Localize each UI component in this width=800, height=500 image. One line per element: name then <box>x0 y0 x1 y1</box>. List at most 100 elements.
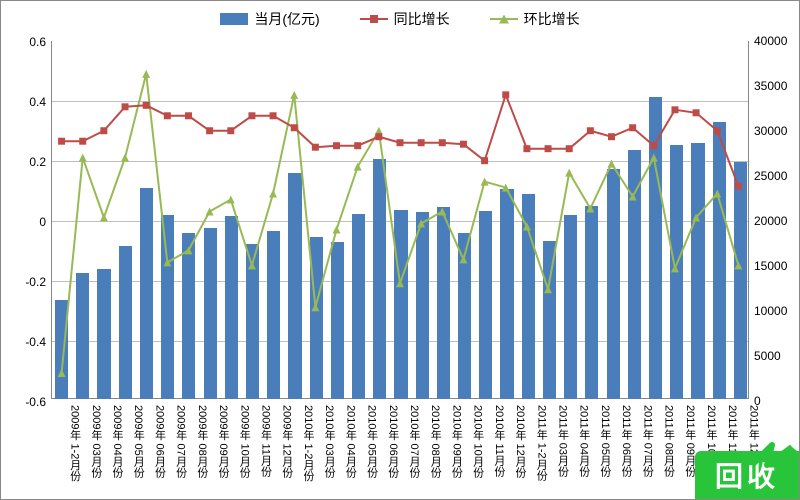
marker-square-icon <box>545 145 552 152</box>
marker-square-icon <box>481 157 488 164</box>
marker-triangle-icon <box>290 91 298 99</box>
y-left-tick-label: 0.6 <box>29 35 52 49</box>
legend-swatch-triangle-icon <box>490 18 518 20</box>
marker-triangle-icon <box>79 154 87 162</box>
marker-triangle-icon <box>417 219 425 227</box>
legend-item-red: 同比增长 <box>360 9 450 29</box>
marker-triangle-icon <box>100 214 108 222</box>
legend-swatch-square-icon <box>360 18 388 20</box>
marker-triangle-icon <box>459 255 467 263</box>
marker-square-icon <box>248 112 255 119</box>
marker-square-icon <box>375 133 382 140</box>
marker-square-icon <box>100 127 107 134</box>
marker-square-icon <box>185 112 192 119</box>
x-tick-label: 2011年 1-2月份 <box>533 405 549 481</box>
watermark-badge: 回收 <box>695 451 799 499</box>
marker-triangle-icon <box>396 279 404 287</box>
x-tick-label: 2010年 1-2月份 <box>300 405 316 481</box>
chart-container: 当月(亿元) 同比增长 环比增长 -0.6-0.4-0.200.20.40.60… <box>0 0 800 500</box>
marker-triangle-icon <box>142 70 150 78</box>
marker-triangle-icon <box>333 225 341 233</box>
marker-triangle-icon <box>713 190 721 198</box>
x-tick-label: 2011年 05月份 <box>597 405 613 477</box>
x-tick-label: 2010年 08月份 <box>427 405 443 478</box>
marker-square-icon <box>58 138 65 145</box>
marker-square-icon <box>439 139 446 146</box>
y-right-tick-label: 15000 <box>748 259 787 273</box>
marker-square-icon <box>523 145 530 152</box>
marker-square-icon <box>418 139 425 146</box>
marker-square-icon <box>227 127 234 134</box>
legend: 当月(亿元) 同比增长 环比增长 <box>1 9 799 29</box>
y-left-tick-label: -0.2 <box>25 275 52 289</box>
x-tick-label: 2009年 09月份 <box>215 405 231 478</box>
line-layer <box>51 41 749 400</box>
x-tick-label: 2010年 09月份 <box>448 405 464 478</box>
marker-triangle-icon <box>184 246 192 254</box>
x-tick-label: 2009年 06月份 <box>151 405 167 478</box>
x-tick-label: 2009年 08月份 <box>194 405 210 478</box>
marker-triangle-icon <box>269 190 277 198</box>
legend-item-green: 环比增长 <box>490 9 580 29</box>
marker-square-icon <box>122 103 129 110</box>
legend-label-bar: 当月(亿元) <box>254 9 319 29</box>
legend-label-green: 环比增长 <box>524 9 580 29</box>
marker-square-icon <box>333 142 340 149</box>
x-tick-label: 2009年 03月份 <box>88 405 104 478</box>
marker-square-icon <box>397 139 404 146</box>
marker-square-icon <box>587 127 594 134</box>
marker-triangle-icon <box>734 261 742 269</box>
marker-square-icon <box>714 127 721 134</box>
marker-square-icon <box>650 142 657 149</box>
x-tick-label: 2010年 10月份 <box>470 405 486 478</box>
y-right-tick-label: 25000 <box>748 169 787 183</box>
x-tick-label: 2011年 03月份 <box>554 405 570 477</box>
x-axis-labels: 2009年 1-2月份2009年 03月份2009年 04月份2009年 05月… <box>51 401 749 499</box>
x-tick-label: 2011年 06月份 <box>618 405 634 477</box>
marker-square-icon <box>566 145 573 152</box>
marker-square-icon <box>143 102 150 109</box>
marker-square-icon <box>79 138 86 145</box>
marker-triangle-icon <box>311 303 319 311</box>
x-tick-label: 2010年 06月份 <box>385 405 401 478</box>
x-tick-label: 2010年 12月份 <box>512 405 528 478</box>
x-tick-label: 2009年 07月份 <box>173 405 189 478</box>
marker-triangle-icon <box>206 208 214 216</box>
x-tick-label: 2011年 04月份 <box>576 405 592 477</box>
x-tick-label: 2010年 03月份 <box>321 405 337 478</box>
marker-square-icon <box>502 91 509 98</box>
marker-triangle-icon <box>565 169 573 177</box>
y-left-tick-label: -0.4 <box>25 335 52 349</box>
x-tick-label: 2009年 11月份 <box>258 405 274 477</box>
marker-square-icon <box>693 109 700 116</box>
marker-square-icon <box>735 183 742 190</box>
marker-triangle-icon <box>438 208 446 216</box>
marker-triangle-icon <box>163 258 171 266</box>
y-left-tick-label: -0.6 <box>25 395 52 409</box>
y-right-tick-label: 40000 <box>748 34 787 48</box>
marker-square-icon <box>608 133 615 140</box>
y-left-tick-label: 0.4 <box>29 95 52 109</box>
marker-square-icon <box>460 141 467 148</box>
marker-triangle-icon <box>671 264 679 272</box>
marker-triangle-icon <box>121 154 129 162</box>
marker-triangle-icon <box>523 222 531 230</box>
marker-square-icon <box>671 106 678 113</box>
y-left-tick-label: 0.2 <box>29 155 52 169</box>
marker-square-icon <box>354 142 361 149</box>
recycle-arrow-icon <box>747 435 800 475</box>
y-right-tick-label: 5000 <box>748 349 781 363</box>
y-right-tick-label: 10000 <box>748 304 787 318</box>
legend-swatch-bar <box>220 13 248 25</box>
series-line <box>62 74 739 373</box>
marker-square-icon <box>291 124 298 131</box>
y-right-tick-label: 20000 <box>748 214 787 228</box>
marker-triangle-icon <box>58 369 66 377</box>
legend-item-bar: 当月(亿元) <box>220 9 319 29</box>
marker-triangle-icon <box>608 160 616 168</box>
plot-area: -0.6-0.4-0.200.20.40.6050001000015000200… <box>51 41 749 399</box>
marker-triangle-icon <box>650 154 658 162</box>
x-tick-label: 2009年 10月份 <box>236 405 252 478</box>
y-right-tick-label: 30000 <box>748 124 787 138</box>
marker-square-icon <box>312 144 319 151</box>
